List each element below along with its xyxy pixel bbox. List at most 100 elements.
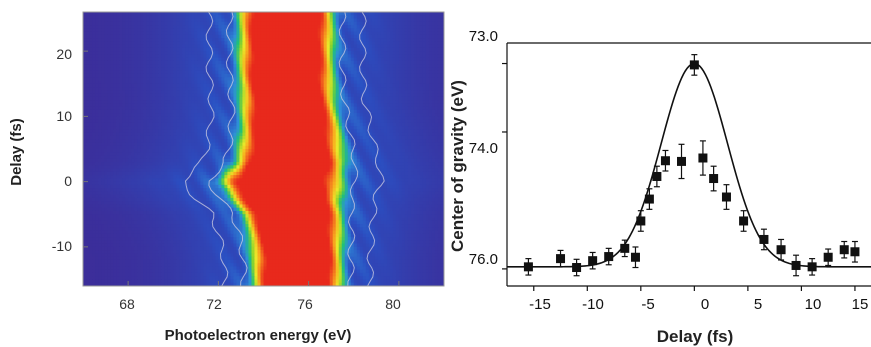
heatmap-cell <box>161 15 165 20</box>
heatmap-cell <box>107 51 111 55</box>
heatmap-cell <box>155 18 159 23</box>
heatmap-cell <box>122 25 126 29</box>
heatmap-cell <box>182 18 186 23</box>
heatmap-cell <box>131 18 135 23</box>
heatmap-cell <box>377 31 382 36</box>
heatmap-cell <box>152 41 156 46</box>
heatmap-cell <box>341 47 346 52</box>
heatmap-cell <box>110 47 114 52</box>
heatmap-cell <box>290 38 295 42</box>
heatmap-cell <box>104 38 108 42</box>
heatmap-cell <box>425 51 430 55</box>
heatmap-cell <box>140 12 144 16</box>
heatmap-cell <box>350 47 355 52</box>
heatmap-cell <box>377 47 382 52</box>
heatmap-cell <box>170 31 174 36</box>
heatmap-cell <box>227 25 232 29</box>
heatmap-cell <box>341 34 346 39</box>
heatmap-cell <box>212 31 216 36</box>
heatmap-cell <box>134 12 138 16</box>
heatmap-cell <box>134 47 138 52</box>
heatmap-cell <box>227 41 232 46</box>
heatmap-cell <box>311 38 316 42</box>
heatmap-cell <box>368 41 373 46</box>
heatmap-cell <box>122 57 126 62</box>
heatmap-cell <box>362 18 367 23</box>
heatmap-cell <box>320 18 325 23</box>
heatmap-cell <box>224 47 228 52</box>
heatmap-cell <box>356 57 361 62</box>
heatmap-cell <box>233 41 238 46</box>
heatmap-cell <box>122 34 126 39</box>
heatmap-cell <box>332 47 337 52</box>
heatmap-cell <box>263 47 268 52</box>
heatmap-cell <box>362 34 367 39</box>
heatmap-cell <box>239 21 244 26</box>
heatmap-cell <box>272 25 277 29</box>
heatmap-cell <box>281 51 286 55</box>
heatmap-cell <box>113 34 117 39</box>
heatmap-cell <box>110 51 114 55</box>
heatmap-cell <box>206 18 210 23</box>
heatmap-cell <box>347 15 352 20</box>
heatmap-cell <box>278 31 283 36</box>
heatmap-cell <box>407 28 412 33</box>
heatmap-cell <box>374 41 379 46</box>
heatmap-cell <box>395 12 400 16</box>
heatmap-cell <box>368 44 373 49</box>
heatmap-cell <box>227 28 232 33</box>
heatmap-cell <box>155 57 159 62</box>
heatmap-cell <box>161 38 165 42</box>
heatmap-cell <box>287 47 292 52</box>
heatmap-cell <box>356 41 361 46</box>
heatmap-cell <box>434 51 439 55</box>
heatmap-cell <box>293 54 298 59</box>
heatmap-cell <box>419 47 424 52</box>
heatmap-cell <box>320 57 325 62</box>
heatmap-cell <box>149 15 153 20</box>
heatmap-cell <box>338 54 343 59</box>
heatmap-cell <box>230 38 235 42</box>
heatmap-cell <box>440 28 444 33</box>
heatmap-cell <box>185 21 189 26</box>
heatmap-cell <box>146 15 150 20</box>
heatmap-cell <box>251 34 256 39</box>
heatmap-cell <box>251 57 256 62</box>
heatmap-cell <box>365 44 370 49</box>
heatmap-cell <box>287 18 292 23</box>
heatmap-cell <box>362 28 367 33</box>
heatmap-cell <box>140 41 144 46</box>
heatmap-cell <box>113 21 117 26</box>
heatmap-cell <box>353 51 358 55</box>
heatmap-cell <box>395 15 400 20</box>
heatmap-cell <box>254 15 259 20</box>
heatmap-cell <box>209 57 213 62</box>
heatmap-cell <box>197 38 201 42</box>
heatmap-cell <box>410 28 415 33</box>
heatmap-cell <box>287 21 292 26</box>
heatmap-cell <box>101 51 105 55</box>
heatmap-cell <box>119 21 123 26</box>
heatmap-cell <box>146 54 150 59</box>
heatmap-cell <box>224 12 228 16</box>
heatmap-cell <box>224 15 228 20</box>
heatmap-cell <box>95 44 99 49</box>
heatmap-cell <box>296 31 301 36</box>
heatmap-cell <box>206 12 210 16</box>
heatmap-cell <box>83 41 87 46</box>
heatmap-cell <box>242 28 247 33</box>
heatmap-cell <box>140 38 144 42</box>
heatmap-cell <box>260 31 265 36</box>
heatmap-cell <box>263 57 268 62</box>
heatmap-cell <box>380 25 385 29</box>
heatmap-cell <box>395 28 400 33</box>
heatmap-cell <box>242 47 247 52</box>
heatmap-cell <box>395 44 400 49</box>
heatmap-cell <box>272 54 277 59</box>
heatmap-cell <box>239 54 244 59</box>
heatmap-cell <box>164 28 168 33</box>
heatmap-cell <box>380 21 385 26</box>
heatmap-cell <box>407 25 412 29</box>
heatmap-cell <box>137 44 141 49</box>
heatmap-cell <box>83 18 87 23</box>
